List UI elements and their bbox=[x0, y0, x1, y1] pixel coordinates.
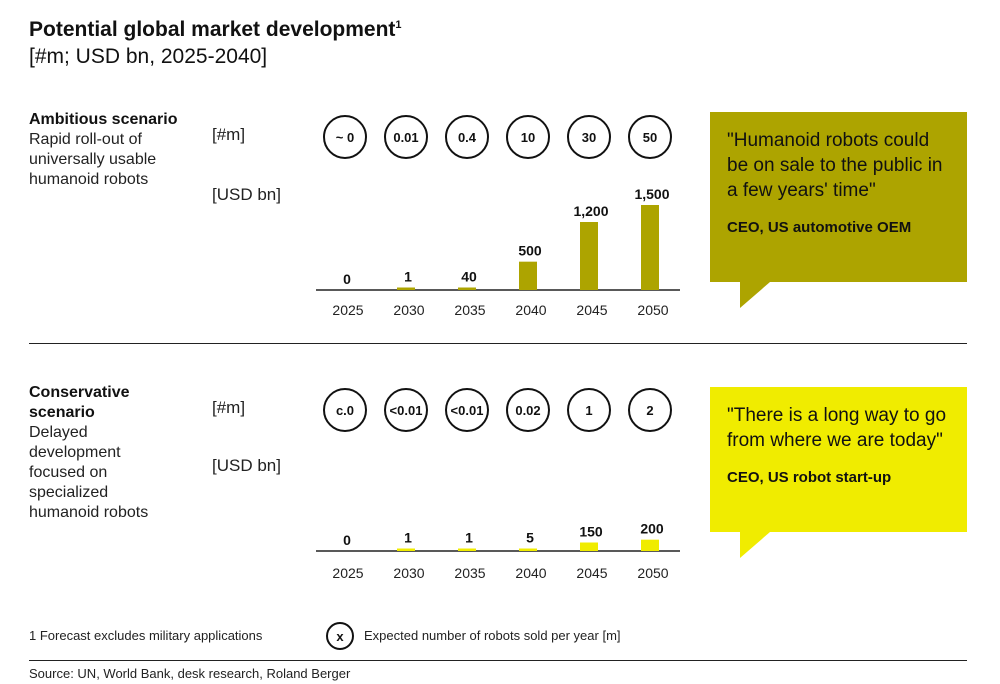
robots-unit-label-ambitious: [#m] bbox=[212, 125, 246, 144]
value-label-conservative-2040: 5 bbox=[526, 530, 534, 546]
robots-sold-circle-ambitious-2050: 50 bbox=[628, 115, 672, 159]
bar-ambitious-2045 bbox=[580, 222, 598, 290]
robots-sold-circle-conservative-2050: 2 bbox=[628, 388, 672, 432]
bar-conservative-2045 bbox=[580, 542, 598, 551]
usd-unit-label-ambitious: [USD bn] bbox=[212, 185, 281, 204]
source-note: Source: UN, World Bank, desk research, R… bbox=[29, 666, 351, 681]
robots-sold-circle-ambitious-2045: 30 bbox=[567, 115, 611, 159]
scenario-description-conservative: Delayed development focused on specializ… bbox=[29, 424, 149, 521]
legend-symbol: x bbox=[326, 622, 354, 650]
bar-ambitious-2035 bbox=[458, 287, 476, 290]
section-divider bbox=[29, 343, 967, 344]
robots-sold-circle-conservative-2035: <0.01 bbox=[445, 388, 489, 432]
value-label-ambitious-2045: 1,200 bbox=[573, 203, 608, 219]
robots-sold-circle-ambitious-2035: 0.4 bbox=[445, 115, 489, 159]
robots-sold-circle-ambitious-2040: 10 bbox=[506, 115, 550, 159]
value-label-conservative-2045: 150 bbox=[579, 524, 603, 540]
legend-text: Expected number of robots sold per year … bbox=[364, 628, 621, 643]
x-tick-label-ambitious-2030: 2030 bbox=[393, 302, 424, 318]
quote-tail-ambitious bbox=[740, 282, 770, 308]
bar-ambitious-2030 bbox=[397, 287, 415, 290]
bar-ambitious-2050 bbox=[641, 205, 659, 290]
robots-sold-circle-conservative-2045: 1 bbox=[567, 388, 611, 432]
value-label-conservative-2025: 0 bbox=[343, 532, 351, 548]
bar-conservative-2030 bbox=[397, 548, 415, 551]
quote-box-ambitious: "Humanoid robots could be on sale to the… bbox=[710, 112, 967, 282]
x-tick-label-conservative-2050: 2050 bbox=[637, 565, 668, 581]
page-title: Potential global market development1 bbox=[29, 18, 402, 41]
x-tick-label-conservative-2030: 2030 bbox=[393, 565, 424, 581]
quote-author-conservative: CEO, US robot start-up bbox=[727, 469, 892, 486]
x-tick-label-ambitious-2035: 2035 bbox=[454, 302, 485, 318]
robots-sold-circle-ambitious-2030: 0.01 bbox=[384, 115, 428, 159]
bar-conservative-2040 bbox=[519, 548, 537, 551]
x-tick-label-conservative-2025: 2025 bbox=[332, 565, 363, 581]
value-label-ambitious-2040: 500 bbox=[518, 243, 542, 259]
robots-sold-circle-conservative-2030: <0.01 bbox=[384, 388, 428, 432]
value-label-ambitious-2025: 0 bbox=[343, 271, 351, 287]
scenario-title-conservative: Conservative scenario bbox=[29, 384, 130, 421]
x-tick-label-conservative-2040: 2040 bbox=[515, 565, 546, 581]
quote-author-ambitious: CEO, US automotive OEM bbox=[727, 219, 912, 236]
x-tick-label-ambitious-2045: 2045 bbox=[576, 302, 607, 318]
bar-conservative-2035 bbox=[458, 548, 476, 551]
quote-text-ambitious: "Humanoid robots could be on sale to the… bbox=[727, 130, 943, 201]
chart-ambitious: 0 2025 1 2030 40 2035 500 2040 1,200 2045 1,500 205… bbox=[316, 186, 680, 318]
quote-box-conservative: "There is a long way to go from where we… bbox=[710, 387, 967, 532]
x-tick-label-conservative-2035: 2035 bbox=[454, 565, 485, 581]
scenario-title-ambitious: Ambitious scenario bbox=[29, 111, 178, 128]
bar-ambitious-2040 bbox=[519, 261, 537, 290]
x-tick-label-ambitious-2050: 2050 bbox=[637, 302, 668, 318]
value-label-ambitious-2035: 40 bbox=[461, 269, 477, 285]
value-label-conservative-2035: 1 bbox=[465, 530, 473, 546]
quote-tail-conservative bbox=[740, 532, 770, 558]
x-tick-label-conservative-2045: 2045 bbox=[576, 565, 607, 581]
scenario-description-ambitious: Rapid roll-out of universally usable hum… bbox=[29, 131, 157, 188]
value-label-ambitious-2030: 1 bbox=[404, 269, 412, 285]
x-tick-label-ambitious-2040: 2040 bbox=[515, 302, 546, 318]
bar-conservative-2050 bbox=[641, 539, 659, 551]
page-subtitle: [#m; USD bn, 2025-2040] bbox=[29, 45, 268, 68]
value-label-conservative-2030: 1 bbox=[404, 530, 412, 546]
footer-divider bbox=[29, 660, 967, 661]
robots-sold-circle-ambitious-2025: ~ 0 bbox=[323, 115, 367, 159]
robots-sold-circle-conservative-2025: c.0 bbox=[323, 388, 367, 432]
footnote: 1 Forecast excludes military application… bbox=[29, 628, 263, 643]
value-label-conservative-2050: 200 bbox=[640, 521, 664, 537]
value-label-ambitious-2050: 1,500 bbox=[634, 186, 669, 202]
x-tick-label-ambitious-2025: 2025 bbox=[332, 302, 363, 318]
usd-unit-label-conservative: [USD bn] bbox=[212, 456, 281, 475]
chart-conservative: 0 2025 1 2030 1 2035 5 2040 150 2045 200 2050 bbox=[316, 521, 680, 581]
quote-text-conservative: "There is a long way to go from where we… bbox=[727, 405, 947, 451]
robots-sold-circle-conservative-2040: 0.02 bbox=[506, 388, 550, 432]
robots-unit-label-conservative: [#m] bbox=[212, 398, 246, 417]
